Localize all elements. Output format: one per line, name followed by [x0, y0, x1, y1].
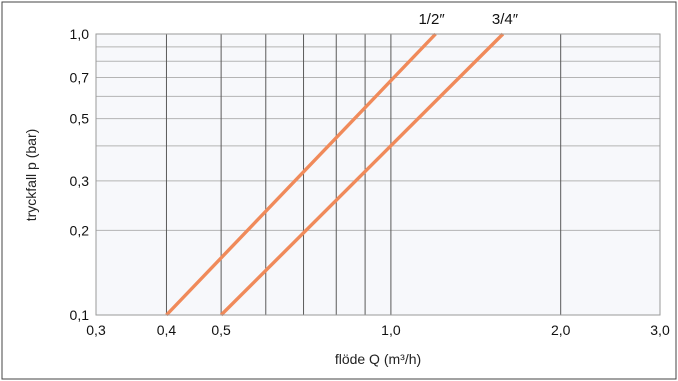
- series-lines: 1/2″ 3/4″: [165, 11, 519, 317]
- series-line-1: [219, 32, 505, 317]
- tick-labels: 0,3 0,4 0,5 1,0 2,0 3,0 0,1 0,2 0,3 0,5 0,7 1,0: [70, 26, 670, 338]
- y-axis-title: tryckfall p (bar): [23, 129, 39, 222]
- x-tick-label: 3,0: [650, 322, 670, 338]
- x-tick-label: 0,4: [157, 322, 177, 338]
- x-tick-label: 2,0: [551, 322, 571, 338]
- x-tick-label: 0,5: [211, 322, 231, 338]
- series-label-1: 3/4″: [492, 11, 519, 28]
- series-label-0: 1/2″: [418, 11, 445, 28]
- plot-area: [96, 34, 660, 315]
- y-tick-label: 0,2: [70, 222, 90, 238]
- x-axis-title: flöde Q (m³/h): [335, 351, 421, 367]
- grid: [96, 34, 660, 315]
- plot-border: [95, 33, 661, 316]
- x-tick-label: 0,3: [86, 322, 106, 338]
- y-tick-label: 0,7: [70, 70, 90, 86]
- series-line-0: [165, 32, 437, 317]
- x-tick-label: 1,0: [381, 322, 401, 338]
- y-tick-label: 0,5: [70, 111, 90, 127]
- y-tick-label: 1,0: [70, 26, 90, 42]
- y-tick-label: 0,1: [70, 307, 90, 323]
- y-tick-label: 0,3: [70, 173, 90, 189]
